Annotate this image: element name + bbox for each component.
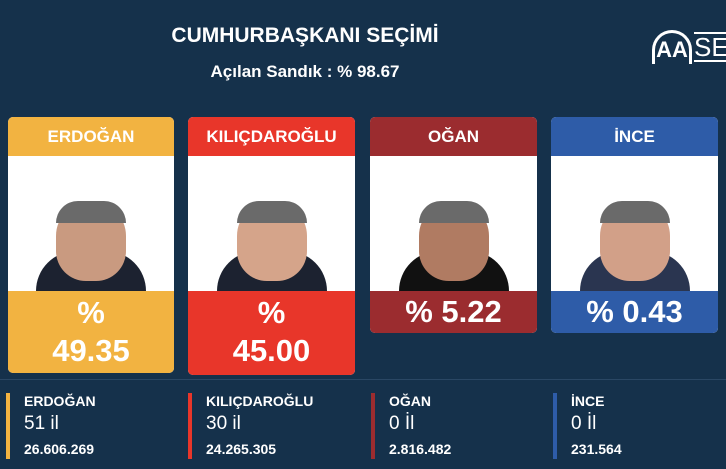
candidate-photo bbox=[551, 156, 718, 291]
vote-percent: % 5.22 bbox=[405, 294, 502, 329]
candidate-photo bbox=[8, 156, 174, 291]
percent-symbol: % bbox=[257, 295, 286, 330]
candidate-name: OĞAN bbox=[370, 117, 537, 156]
candidate-card-kilicdaroglu: KILIÇDAROĞLU % 45.00 bbox=[188, 117, 355, 375]
candidate-name: ERDOĞAN bbox=[8, 117, 174, 156]
divider bbox=[0, 379, 726, 380]
page-title: CUMHURBAŞKANI SEÇİMİ bbox=[171, 24, 439, 47]
candidate-card-ince: İNCE % 0.43 bbox=[551, 117, 718, 333]
stat-name: İNCE bbox=[571, 393, 605, 409]
stat-ogan: OĞAN 0 İl 2.816.482 bbox=[371, 393, 451, 459]
percent-symbol: % bbox=[77, 295, 105, 330]
candidate-photo bbox=[370, 156, 537, 291]
vote-percent: % 0.43 bbox=[586, 294, 683, 329]
stat-name: OĞAN bbox=[389, 393, 431, 409]
candidate-card-ogan: OĞAN % 5.22 bbox=[370, 117, 537, 333]
stat-name: KILIÇDAROĞLU bbox=[206, 393, 314, 409]
candidate-name: KILIÇDAROĞLU bbox=[188, 117, 355, 156]
stat-provinces: 0 İl bbox=[389, 413, 415, 434]
stat-name: ERDOĞAN bbox=[24, 393, 96, 409]
stat-provinces: 51 il bbox=[24, 413, 59, 434]
stat-votes: 2.816.482 bbox=[389, 441, 452, 457]
stat-provinces: 0 İl bbox=[571, 413, 597, 434]
stat-votes: 24.265.305 bbox=[206, 441, 277, 457]
candidate-name: İNCE bbox=[551, 117, 718, 156]
stat-kilicdaroglu: KILIÇDAROĞLU 30 il 24.265.305 bbox=[188, 393, 313, 459]
vote-percent: 45.00 bbox=[232, 333, 311, 368]
stat-ince: İNCE 0 İl 231.564 bbox=[553, 393, 622, 459]
candidate-photo bbox=[188, 156, 355, 291]
vote-percent: 49.35 bbox=[52, 333, 130, 368]
opened-ballot-box-rate: Açılan Sandık : % 98.67 bbox=[210, 62, 400, 81]
aa-logo: AASEÇ bbox=[652, 30, 726, 64]
stat-erdogan: ERDOĞAN 51 il 26.606.269 bbox=[6, 393, 96, 459]
stat-provinces: 30 il bbox=[206, 413, 241, 434]
stat-votes: 231.564 bbox=[571, 441, 622, 457]
candidate-card-erdogan: ERDOĞAN % 49.35 bbox=[8, 117, 174, 373]
stat-votes: 26.606.269 bbox=[24, 441, 95, 457]
